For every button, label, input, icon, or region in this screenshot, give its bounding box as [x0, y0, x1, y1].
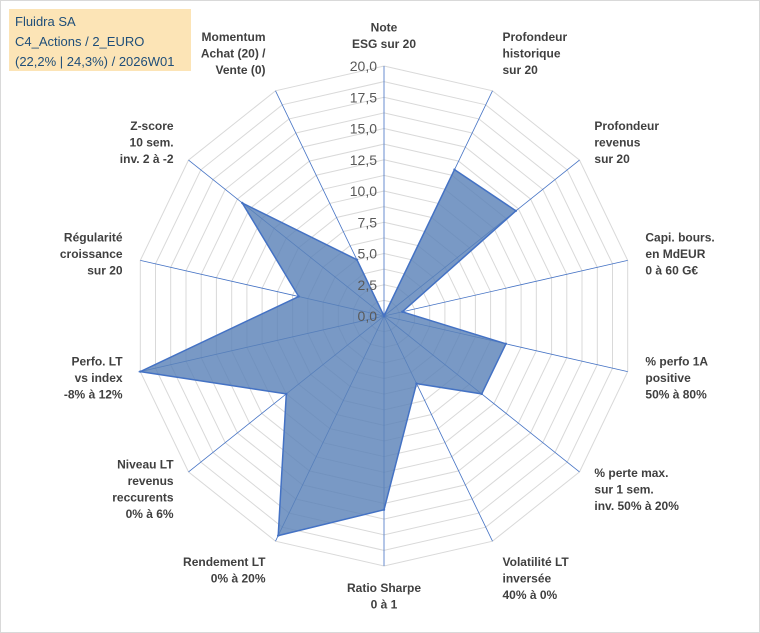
series-layer — [137, 168, 518, 537]
data-point — [382, 314, 386, 318]
axis-label: % perte max. sur 1 sem. inv. 50% à 20% — [594, 466, 679, 513]
axis-label-line: 0 à 60 G€ — [645, 264, 698, 278]
data-point — [401, 310, 404, 313]
axis-label-line: reccurents — [112, 491, 174, 505]
axis-label-line: 50% à 80% — [645, 387, 707, 401]
axis-label-line: Niveau LT — [117, 458, 174, 472]
tick-label: 7,5 — [358, 214, 378, 230]
axis-label-line: Vente (0) — [215, 63, 265, 77]
label-layer: Note ESG sur 20 Profondeur historique sur 20… — [60, 21, 715, 612]
axis-label-line: Perfo. LT — [71, 354, 123, 368]
axis-label-line: Note — [371, 21, 398, 35]
axis-label-line: revenus — [594, 136, 640, 150]
data-point — [415, 382, 418, 385]
score-week: (22,2% | 24,3%) / 2026W01 — [15, 54, 175, 69]
tick-label: 17,5 — [350, 89, 377, 105]
axis-label: Ratio Sharpe 0 à 1 — [347, 581, 421, 612]
axis-label-line: % perfo 1A — [645, 354, 708, 368]
axis-label-line: vs index — [75, 371, 123, 385]
tick-label: 0,0 — [358, 308, 378, 324]
axis-label-line: 0% à 20% — [211, 571, 266, 585]
axis-label: Profondeur historique sur 20 — [503, 30, 568, 77]
axis-label-line: sur 20 — [87, 264, 123, 278]
data-point — [382, 508, 386, 511]
axis-label: Régularité croissance sur 20 — [60, 231, 123, 278]
axis-label-line: croissance — [60, 247, 123, 261]
axis-label-line: Volatilité LT — [503, 555, 570, 569]
data-point — [355, 258, 359, 261]
axis-label: Rendement LT 0% à 20% — [183, 555, 266, 586]
axis-label-line: ESG sur 20 — [352, 37, 416, 51]
data-point — [285, 392, 288, 396]
data-point — [241, 201, 244, 205]
axis-label-line: -8% à 12% — [64, 387, 123, 401]
axis-label-line: Profondeur — [503, 30, 568, 44]
axis-label-line: 10 sem. — [130, 136, 174, 150]
data-point — [504, 342, 508, 345]
axis-label-line: Profondeur — [594, 119, 659, 133]
data-point — [139, 370, 142, 373]
axis-label-line: Momentum — [202, 30, 266, 44]
axis-label-line: Achat (20) / — [201, 47, 266, 61]
axis-label: Z-score 10 sem. inv. 2 à -2 — [120, 119, 174, 166]
tick-label: 2,5 — [358, 277, 378, 293]
data-point — [480, 392, 483, 396]
spoke-line — [383, 260, 628, 317]
axis-label-line: Ratio Sharpe — [347, 581, 421, 595]
axis-label-line: sur 1 sem. — [594, 482, 653, 496]
info-box: Fluidra SA C4_Actions / 2_EURO (22,2% | … — [9, 9, 191, 71]
tick-label: 12,5 — [350, 152, 377, 168]
data-point — [297, 295, 300, 298]
data-point — [277, 534, 280, 537]
axis-label-line: historique — [503, 47, 561, 61]
axis-label-line: en MdEUR — [645, 247, 705, 261]
axis-label: Volatilité LT inversée 40% à 0% — [503, 555, 570, 602]
axis-label-line: Rendement LT — [183, 555, 266, 569]
data-point — [514, 209, 518, 212]
axis-label: Note ESG sur 20 — [352, 21, 416, 52]
tick-label: 10,0 — [350, 183, 377, 199]
axis-label: Niveau LT revenus reccurents 0% à 6% — [112, 458, 174, 521]
axis-label-line: inversée — [503, 571, 552, 585]
axis-label-line: 0 à 1 — [371, 598, 398, 612]
axis-label-line: inv. 2 à -2 — [120, 152, 174, 166]
axis-label-line: sur 20 — [594, 152, 630, 166]
axis-label-line: positive — [645, 371, 691, 385]
axis-label: Profondeur revenus sur 20 — [594, 119, 659, 166]
axis-label: % perfo 1A positive 50% à 80% — [645, 354, 708, 401]
axis-label-line: Régularité — [64, 231, 123, 245]
axis-label-line: 0% à 6% — [126, 507, 174, 521]
tick-layer: 0,0 2,5 5,0 7,5 10,0 12,5 15,0 17,5 20,0 — [350, 58, 377, 324]
tick-label: 5,0 — [358, 246, 378, 262]
tick-label: 20,0 — [350, 58, 377, 74]
axis-label-line: % perte max. — [594, 466, 668, 480]
company-name: Fluidra SA — [15, 14, 76, 29]
axis-label-line: inv. 50% à 20% — [594, 499, 679, 513]
tick-label: 15,0 — [350, 121, 377, 137]
portfolio-category: C4_Actions / 2_EURO — [15, 34, 145, 49]
axis-label: Capi. bours. en MdEUR 0 à 60 G€ — [645, 231, 714, 278]
data-point — [453, 168, 456, 171]
axis-label-line: Z-score — [130, 119, 174, 133]
axis-label-line: Capi. bours. — [645, 231, 714, 245]
axis-label-line: sur 20 — [503, 63, 539, 77]
axis-label-line: revenus — [128, 474, 174, 488]
axis-label-line: 40% à 0% — [503, 588, 558, 602]
axis-label: Perfo. LT vs index -8% à 12% — [64, 354, 123, 401]
axis-label: Momentum Achat (20) / Vente (0) — [201, 30, 266, 77]
